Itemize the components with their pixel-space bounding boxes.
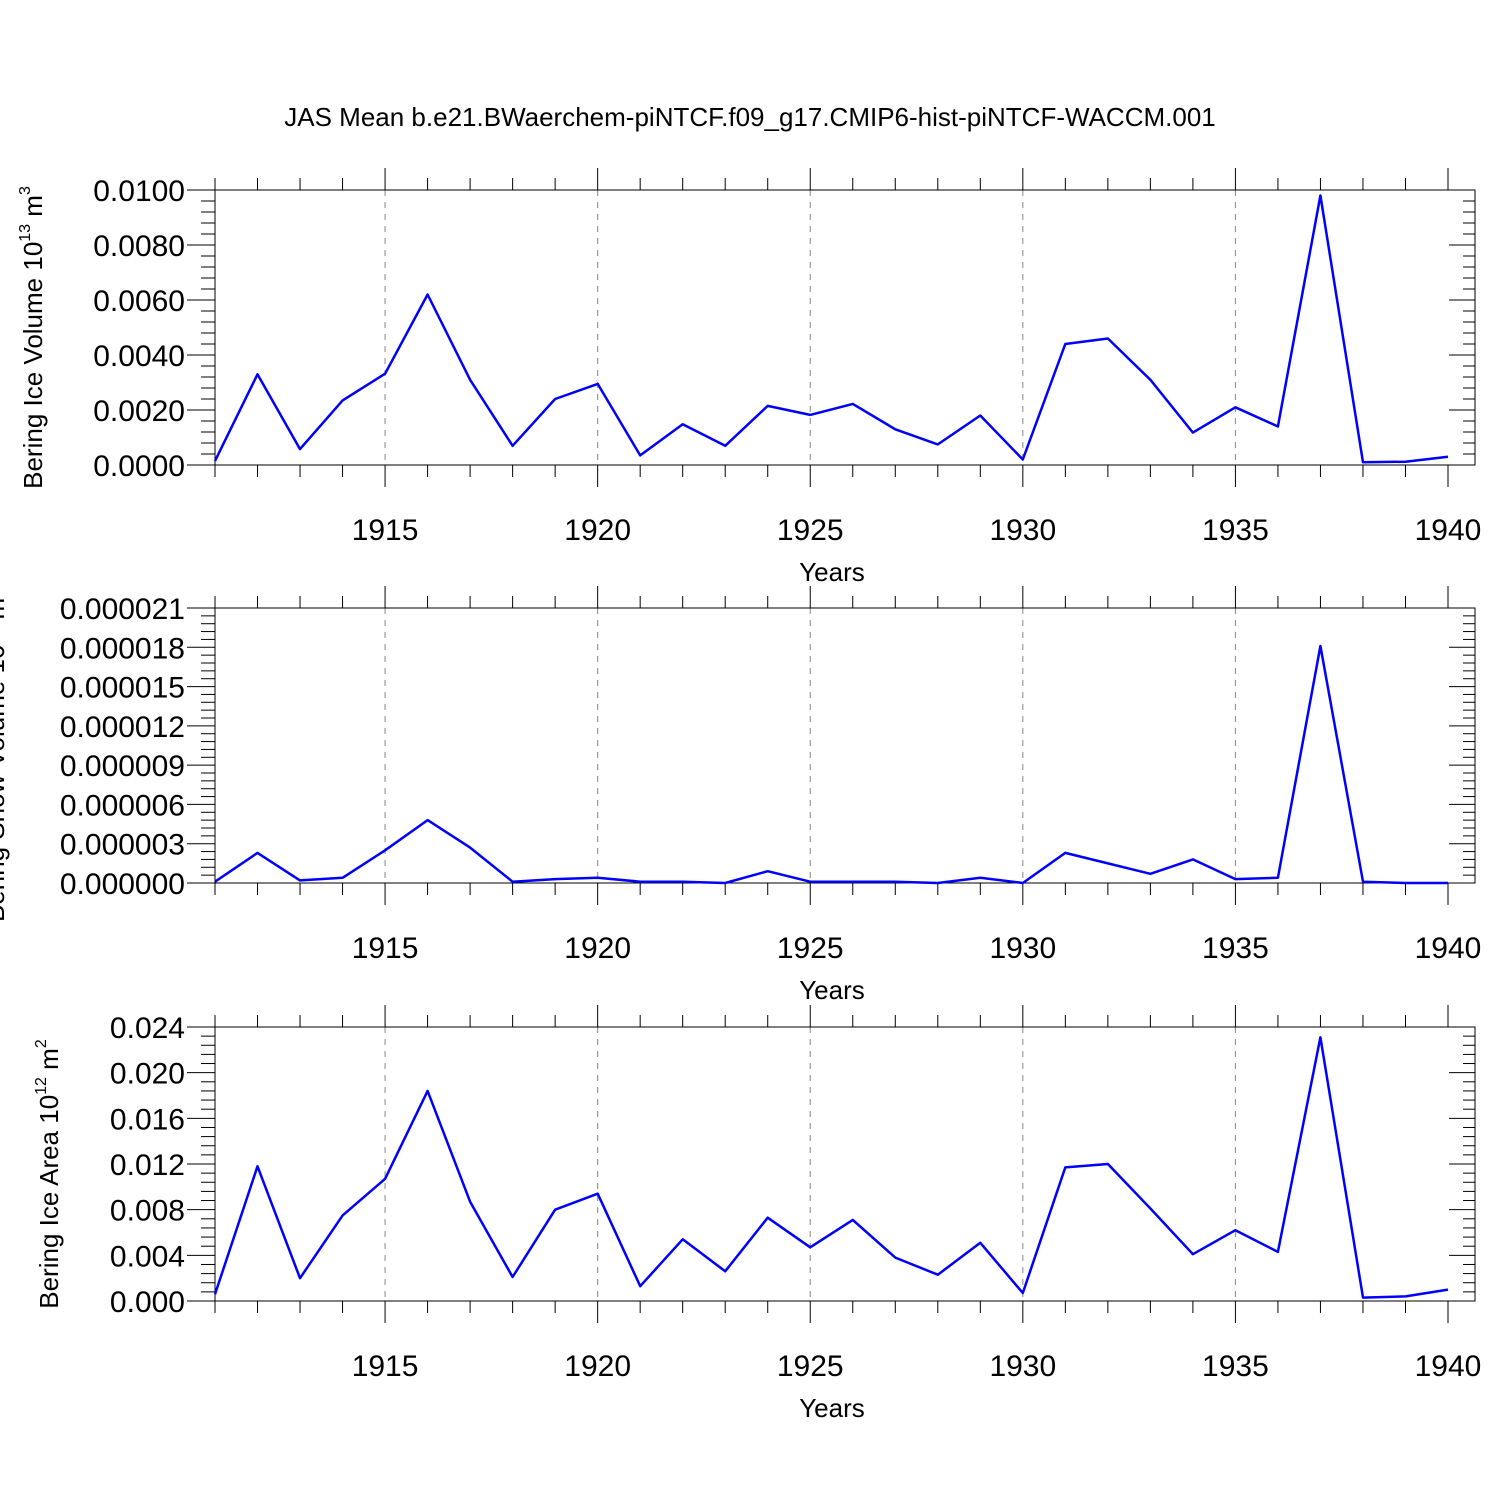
y-tick-label: 0.0020 — [93, 395, 185, 428]
x-tick-label: 1935 — [1202, 1350, 1269, 1383]
series-line-snow-volume — [214, 644, 1448, 885]
x-axis-label: Years — [799, 1393, 865, 1423]
x-tick-label: 1915 — [352, 932, 419, 965]
y-tick-label: 0.000009 — [60, 750, 185, 783]
x-tick-label: 1930 — [989, 514, 1056, 547]
series-line-ice-area — [213, 1036, 1449, 1299]
x-axis-label: Years — [799, 557, 865, 587]
y-tick-label: 0.0060 — [93, 285, 185, 318]
x-tick-label: 1925 — [777, 514, 844, 547]
series-line-ice-volume — [213, 194, 1449, 464]
x-tick-label: 1920 — [564, 1350, 631, 1383]
y-tick-label: 0.000003 — [60, 829, 185, 862]
y-axis-label-text: Bering Snow Volume 10 — [0, 645, 10, 923]
y-tick-label: 0.000006 — [60, 789, 185, 822]
x-tick-label: 1925 — [777, 932, 844, 965]
y-axis-label-unit: m — [18, 195, 48, 224]
x-tick-label: 1920 — [564, 932, 631, 965]
figure-title: JAS Mean b.e21.BWaerchem-piNTCF.f09_g17.… — [284, 102, 1215, 132]
x-tick-label: 1940 — [1415, 932, 1482, 965]
panel-ice-area: 1915 1920 1925 1930 1935 1940 Years 0.000 0.004 0… — [33, 1005, 1481, 1423]
y-tick-label: 0.012 — [110, 1149, 185, 1182]
x-tick-label: 1925 — [777, 1350, 844, 1383]
x-tick-label: 1915 — [352, 1350, 419, 1383]
y-tick-label: 0.000018 — [60, 632, 185, 665]
y-tick-label: 0.000012 — [60, 711, 185, 744]
y-axis-label: Bering Ice Area 1012 m2 — [33, 1039, 64, 1309]
y-tick-label: 0.000021 — [60, 593, 185, 626]
y-tick-label: 0.0040 — [93, 340, 185, 373]
y-axis-label-unit: m — [34, 1048, 64, 1077]
y-tick-label: 0.008 — [110, 1195, 185, 1228]
y-tick-label: 0.000015 — [60, 672, 185, 705]
plot-frame — [214, 189, 1476, 466]
panel-snow-volume: 1915 1920 1925 1930 1935 1940 Years 0.000000 0.0… — [0, 586, 1481, 1005]
x-tick-label: 1940 — [1415, 1350, 1482, 1383]
plot-frame — [214, 1026, 1476, 1302]
y-axis-label: Bering Ice Volume 1013 m3 — [17, 186, 48, 489]
x-tick-label: 1935 — [1202, 514, 1269, 547]
y-axis-label-text: Bering Ice Area 10 — [34, 1095, 64, 1309]
y-axis-label-unit-exp: 2 — [33, 1039, 50, 1048]
y-axis-label-text: Bering Ice Volume 10 — [18, 242, 48, 489]
y-tick-label: 0.0000 — [93, 450, 185, 483]
plot-frame — [214, 607, 1476, 884]
y-tick-label: 0.0080 — [93, 230, 185, 263]
x-axis-label: Years — [799, 975, 865, 1005]
y-tick-label: 0.020 — [110, 1058, 185, 1091]
x-tick-label: 1930 — [989, 1350, 1056, 1383]
panel-ice-volume: 1915 1920 1925 1930 1935 1940 Years 0.0000 0.002… — [17, 168, 1481, 587]
y-tick-label: 0.000 — [110, 1286, 185, 1319]
y-tick-label: 0.0100 — [93, 175, 185, 208]
y-axis-label-unit: m — [0, 598, 10, 627]
y-tick-label: 0.004 — [110, 1240, 185, 1273]
y-axis-label-exp: 12 — [33, 1077, 50, 1095]
x-tick-label: 1915 — [352, 514, 419, 547]
y-axis-label: Bering Snow Volume 1013 m3 — [0, 589, 10, 922]
x-tick-label: 1920 — [564, 514, 631, 547]
x-tick-label: 1935 — [1202, 932, 1269, 965]
y-axis-label-unit-exp: 3 — [17, 186, 34, 195]
y-tick-label: 0.000000 — [60, 868, 185, 901]
y-axis-label-exp: 13 — [17, 224, 34, 242]
x-tick-label: 1940 — [1415, 514, 1482, 547]
y-tick-label: 0.016 — [110, 1103, 185, 1136]
y-tick-label: 0.024 — [110, 1012, 185, 1045]
x-tick-label: 1930 — [989, 932, 1056, 965]
